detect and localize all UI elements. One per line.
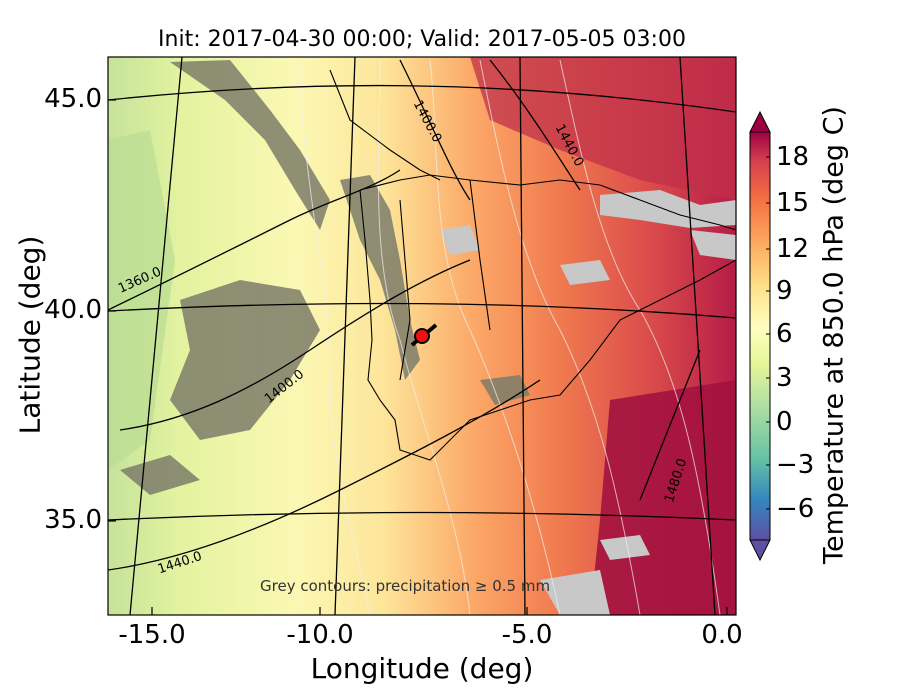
x-axis-label: Longitude (deg) (310, 652, 534, 685)
colorbar-tick-label: 12 (776, 234, 810, 264)
x-tick-label: 0.0 (701, 620, 743, 650)
axis-ticks (108, 99, 728, 615)
x-tick-label: -15.0 (118, 620, 186, 650)
colorbar-tick-label: 15 (776, 188, 810, 218)
y-tick-label: 35.0 (44, 505, 102, 535)
colorbar-tick-label: −3 (776, 450, 815, 480)
colorbar-tick-label: 9 (776, 276, 793, 306)
colorbar-tick-label: 0 (776, 407, 793, 437)
map-panel (108, 57, 736, 615)
colorbar-tick-label: 18 (776, 142, 810, 172)
colorbar-extend-min (749, 539, 771, 562)
colorbar (749, 110, 771, 562)
y-tick-label: 45.0 (44, 84, 102, 114)
y-tick-label: 40.0 (44, 295, 102, 325)
colorbar-extend-max (749, 110, 771, 133)
precipitation-note: Grey contours: precipitation ≥ 0.5 mm (260, 577, 551, 595)
station-marker (410, 323, 438, 347)
coastline (329, 69, 736, 461)
colorbar-scale (749, 131, 771, 541)
colorbar-tick-label: −6 (776, 494, 815, 524)
map-frame (107, 56, 737, 616)
colorbar-tick-label: 3 (776, 363, 793, 393)
colorbar-tick-label: 6 (776, 319, 793, 349)
warm-region-north (470, 57, 736, 200)
x-tick-label: -5.0 (501, 620, 553, 650)
chart-title: Init: 2017-04-30 00:00; Valid: 2017-05-0… (158, 27, 686, 52)
graticule (108, 57, 736, 615)
cool-region-west (108, 130, 175, 470)
x-tick-label: -10.0 (286, 620, 354, 650)
